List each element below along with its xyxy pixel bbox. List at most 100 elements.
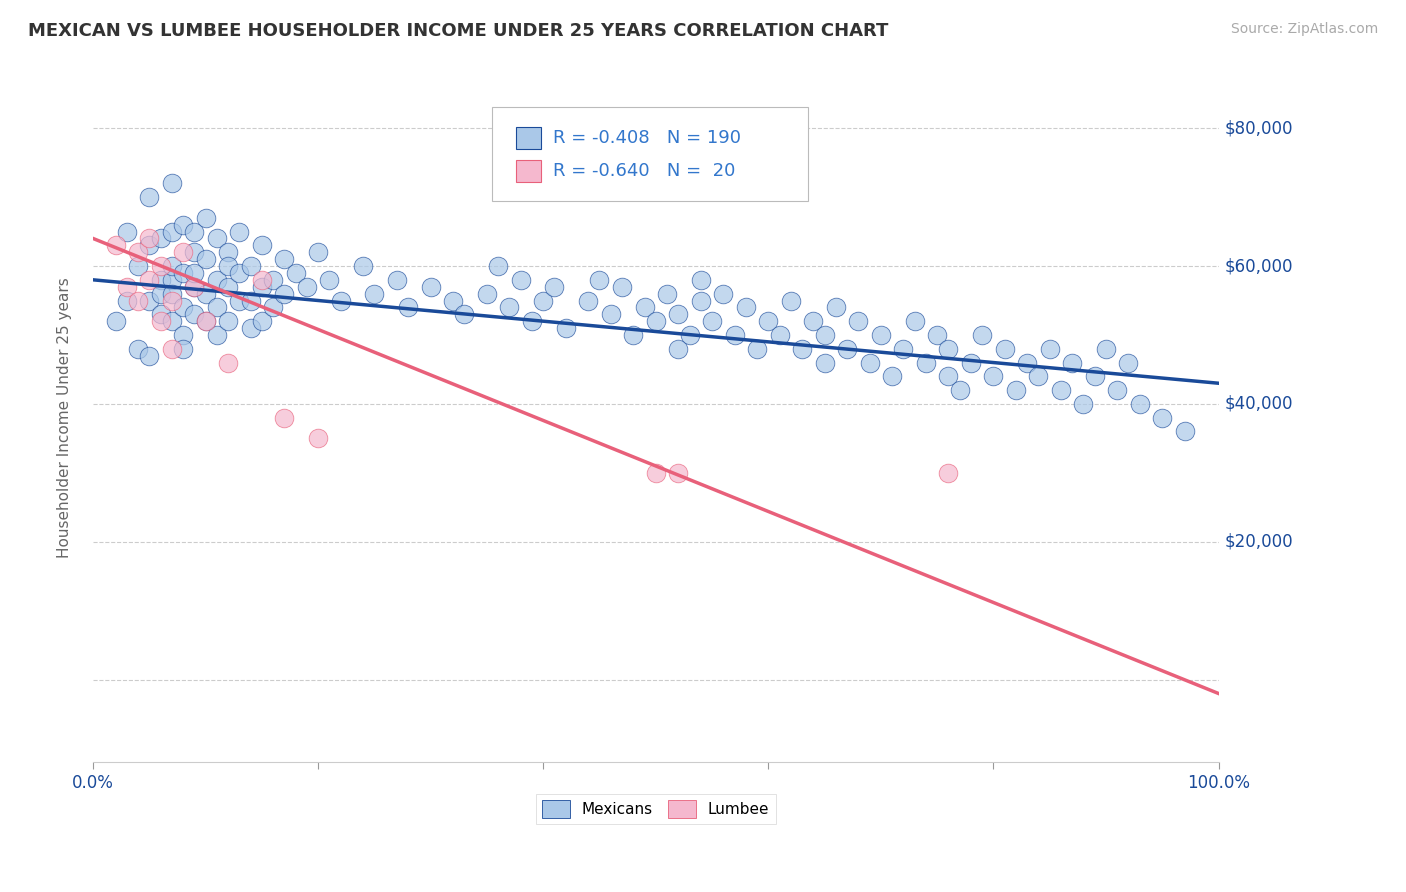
Point [915, 355, 938, 369]
Point [1017, 355, 1039, 369]
Point [666, 466, 689, 480]
Point [1152, 410, 1174, 425]
Point [160, 273, 183, 287]
Point [228, 225, 250, 239]
Point [1073, 397, 1095, 411]
Point [734, 301, 756, 315]
Point [138, 190, 160, 204]
Point [104, 314, 127, 328]
Point [329, 293, 352, 308]
Point [250, 279, 273, 293]
Point [858, 355, 880, 369]
Point [172, 342, 194, 356]
Point [138, 293, 160, 308]
Point [1174, 425, 1197, 439]
Point [307, 431, 329, 445]
Point [599, 307, 621, 321]
Text: $40,000: $40,000 [1225, 395, 1292, 413]
Point [217, 279, 239, 293]
Point [689, 293, 711, 308]
Point [149, 314, 172, 328]
Point [239, 259, 262, 273]
Point [172, 218, 194, 232]
Point [172, 245, 194, 260]
Point [194, 286, 217, 301]
Point [138, 349, 160, 363]
Point [273, 286, 295, 301]
Point [239, 293, 262, 308]
Point [160, 259, 183, 273]
Point [160, 314, 183, 328]
Point [475, 286, 498, 301]
Text: R = -0.408   N = 190: R = -0.408 N = 190 [553, 129, 741, 147]
Point [149, 286, 172, 301]
Point [678, 328, 700, 343]
Point [531, 293, 554, 308]
Point [1050, 383, 1073, 397]
Point [115, 225, 138, 239]
Point [419, 279, 441, 293]
Point [138, 273, 160, 287]
Point [904, 314, 927, 328]
Point [160, 342, 183, 356]
Point [927, 328, 949, 343]
Point [127, 245, 149, 260]
Point [172, 328, 194, 343]
Point [824, 301, 846, 315]
Point [723, 328, 745, 343]
Point [621, 328, 644, 343]
Point [994, 342, 1017, 356]
Point [160, 293, 183, 308]
Text: Source: ZipAtlas.com: Source: ZipAtlas.com [1230, 22, 1378, 37]
Point [498, 301, 520, 315]
Point [666, 342, 689, 356]
Point [949, 383, 972, 397]
Point [250, 238, 273, 252]
Point [295, 279, 318, 293]
Point [543, 279, 565, 293]
Point [273, 410, 295, 425]
Point [160, 225, 183, 239]
Point [813, 355, 835, 369]
Point [588, 273, 610, 287]
Text: $20,000: $20,000 [1225, 533, 1292, 550]
Point [217, 245, 239, 260]
Point [183, 266, 205, 280]
Point [183, 279, 205, 293]
Point [205, 273, 228, 287]
Point [745, 342, 768, 356]
Point [307, 245, 329, 260]
Point [801, 314, 824, 328]
Point [228, 266, 250, 280]
Text: $80,000: $80,000 [1225, 120, 1292, 137]
Point [205, 328, 228, 343]
Point [1062, 355, 1084, 369]
Point [396, 301, 419, 315]
Point [1107, 383, 1129, 397]
Point [205, 301, 228, 315]
Point [104, 238, 127, 252]
Point [127, 342, 149, 356]
Point [1028, 369, 1050, 384]
Point [194, 314, 217, 328]
Point [644, 466, 666, 480]
Point [1095, 342, 1118, 356]
Point [938, 466, 960, 480]
Point [160, 176, 183, 190]
Point [666, 307, 689, 321]
Point [183, 279, 205, 293]
Point [284, 266, 307, 280]
Point [983, 369, 1005, 384]
Legend: Mexicans, Lumbee: Mexicans, Lumbee [536, 794, 776, 823]
Point [115, 293, 138, 308]
Point [655, 286, 678, 301]
Point [194, 252, 217, 267]
Point [149, 273, 172, 287]
Point [633, 301, 655, 315]
Point [262, 301, 284, 315]
Point [768, 328, 790, 343]
Text: $60,000: $60,000 [1225, 257, 1292, 275]
Point [228, 293, 250, 308]
Point [217, 259, 239, 273]
Point [576, 293, 599, 308]
